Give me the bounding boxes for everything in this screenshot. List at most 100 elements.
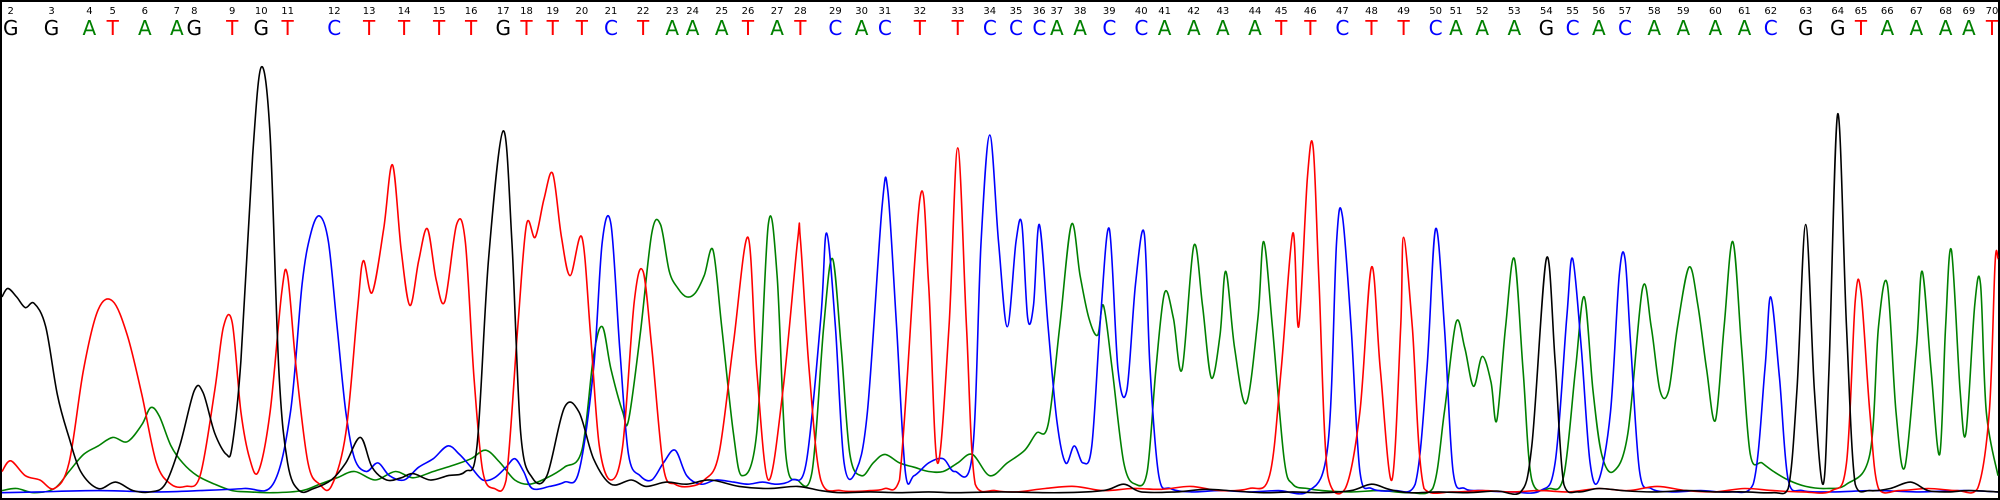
base-call-layer: 2G3G4A5T6A7A8G9T10G11T12C13T14T15T16T17G… (3, 6, 1999, 40)
base-call-label: A (1187, 16, 1201, 40)
base-call-label: A (1050, 16, 1064, 40)
base-call-label: A (665, 16, 679, 40)
position-label: 66 (1881, 6, 1894, 17)
position-label: 38 (1074, 6, 1087, 17)
base-call-label: T (913, 16, 927, 40)
position-label: 7 (174, 6, 180, 17)
position-label: 22 (637, 6, 650, 17)
base-call-label: A (1507, 16, 1521, 40)
position-label: 5 (110, 6, 116, 17)
position-label: 49 (1397, 6, 1410, 17)
position-label: 13 (363, 6, 376, 17)
position-label: 44 (1249, 6, 1262, 17)
base-call-label: T (793, 16, 807, 40)
position-label: 43 (1217, 6, 1230, 17)
base-call-label: A (83, 16, 97, 40)
position-label: 63 (1799, 6, 1812, 17)
position-label: 17 (497, 6, 510, 17)
base-call-label: A (1709, 16, 1723, 40)
base-call-label: G (44, 16, 60, 40)
position-label: 10 (255, 6, 268, 17)
position-label: 48 (1365, 6, 1378, 17)
position-label: 12 (328, 6, 341, 17)
base-call-label: T (1985, 16, 1999, 40)
base-call-label: C (1764, 16, 1778, 40)
trace-c (1, 134, 1999, 495)
base-call-label: G (254, 16, 270, 40)
base-call-label: A (770, 16, 784, 40)
position-label: 4 (86, 6, 92, 17)
position-label: 21 (605, 6, 618, 17)
base-call-label: T (636, 16, 650, 40)
base-call-label: C (983, 16, 997, 40)
position-label: 35 (1010, 6, 1023, 17)
base-call-label: A (1910, 16, 1924, 40)
position-label: 16 (465, 6, 478, 17)
base-call-label: C (1566, 16, 1580, 40)
base-call-label: A (138, 16, 152, 40)
base-call-label: T (362, 16, 376, 40)
base-call-label: T (225, 16, 239, 40)
base-call-label: T (575, 16, 589, 40)
position-label: 55 (1566, 6, 1579, 17)
position-label: 60 (1709, 6, 1722, 17)
base-call-label: A (1475, 16, 1489, 40)
base-call-label: T (741, 16, 755, 40)
position-label: 51 (1450, 6, 1463, 17)
trace-g (1, 65, 1999, 496)
position-label: 53 (1508, 6, 1521, 17)
base-call-label: A (1738, 16, 1752, 40)
position-label: 11 (281, 6, 294, 17)
position-label: 69 (1963, 6, 1976, 17)
base-call-label: G (1798, 16, 1814, 40)
position-label: 23 (666, 6, 679, 17)
base-call-label: G (1830, 16, 1846, 40)
position-label: 67 (1910, 6, 1923, 17)
position-label: 36 (1033, 6, 1046, 17)
position-label: 9 (229, 6, 235, 17)
position-label: 56 (1592, 6, 1605, 17)
base-call-label: T (464, 16, 478, 40)
base-call-label: T (1854, 16, 1868, 40)
base-call-label: G (1539, 16, 1555, 40)
base-call-label: C (878, 16, 892, 40)
position-label: 46 (1304, 6, 1317, 17)
base-call-label: A (1073, 16, 1087, 40)
base-call-label: C (828, 16, 842, 40)
position-label: 18 (520, 6, 533, 17)
base-call-label: A (1248, 16, 1262, 40)
base-call-label: A (170, 16, 184, 40)
base-call-label: A (715, 16, 729, 40)
position-label: 65 (1855, 6, 1868, 17)
base-call-label: T (951, 16, 965, 40)
trace-layer (1, 65, 1999, 496)
base-call-label: T (546, 16, 560, 40)
base-call-label: C (327, 16, 341, 40)
base-call-label: T (280, 16, 294, 40)
base-call-label: A (1880, 16, 1894, 40)
position-label: 54 (1540, 6, 1553, 17)
base-call-label: T (1364, 16, 1378, 40)
position-label: 33 (951, 6, 964, 17)
position-label: 61 (1738, 6, 1751, 17)
position-label: 34 (983, 6, 996, 17)
position-label: 62 (1764, 6, 1777, 17)
position-label: 24 (686, 6, 699, 17)
base-call-label: T (1274, 16, 1288, 40)
position-label: 47 (1336, 6, 1349, 17)
position-label: 2 (8, 6, 14, 17)
base-call-label: C (1134, 16, 1148, 40)
trace-a (1, 215, 1999, 495)
position-label: 31 (879, 6, 892, 17)
base-call-label: C (1618, 16, 1632, 40)
position-label: 42 (1187, 6, 1200, 17)
base-call-label: A (1158, 16, 1172, 40)
base-call-label: A (1592, 16, 1606, 40)
base-call-label: C (1335, 16, 1349, 40)
base-call-label: A (855, 16, 869, 40)
position-label: 25 (715, 6, 728, 17)
position-label: 68 (1939, 6, 1952, 17)
base-call-label: T (432, 16, 446, 40)
